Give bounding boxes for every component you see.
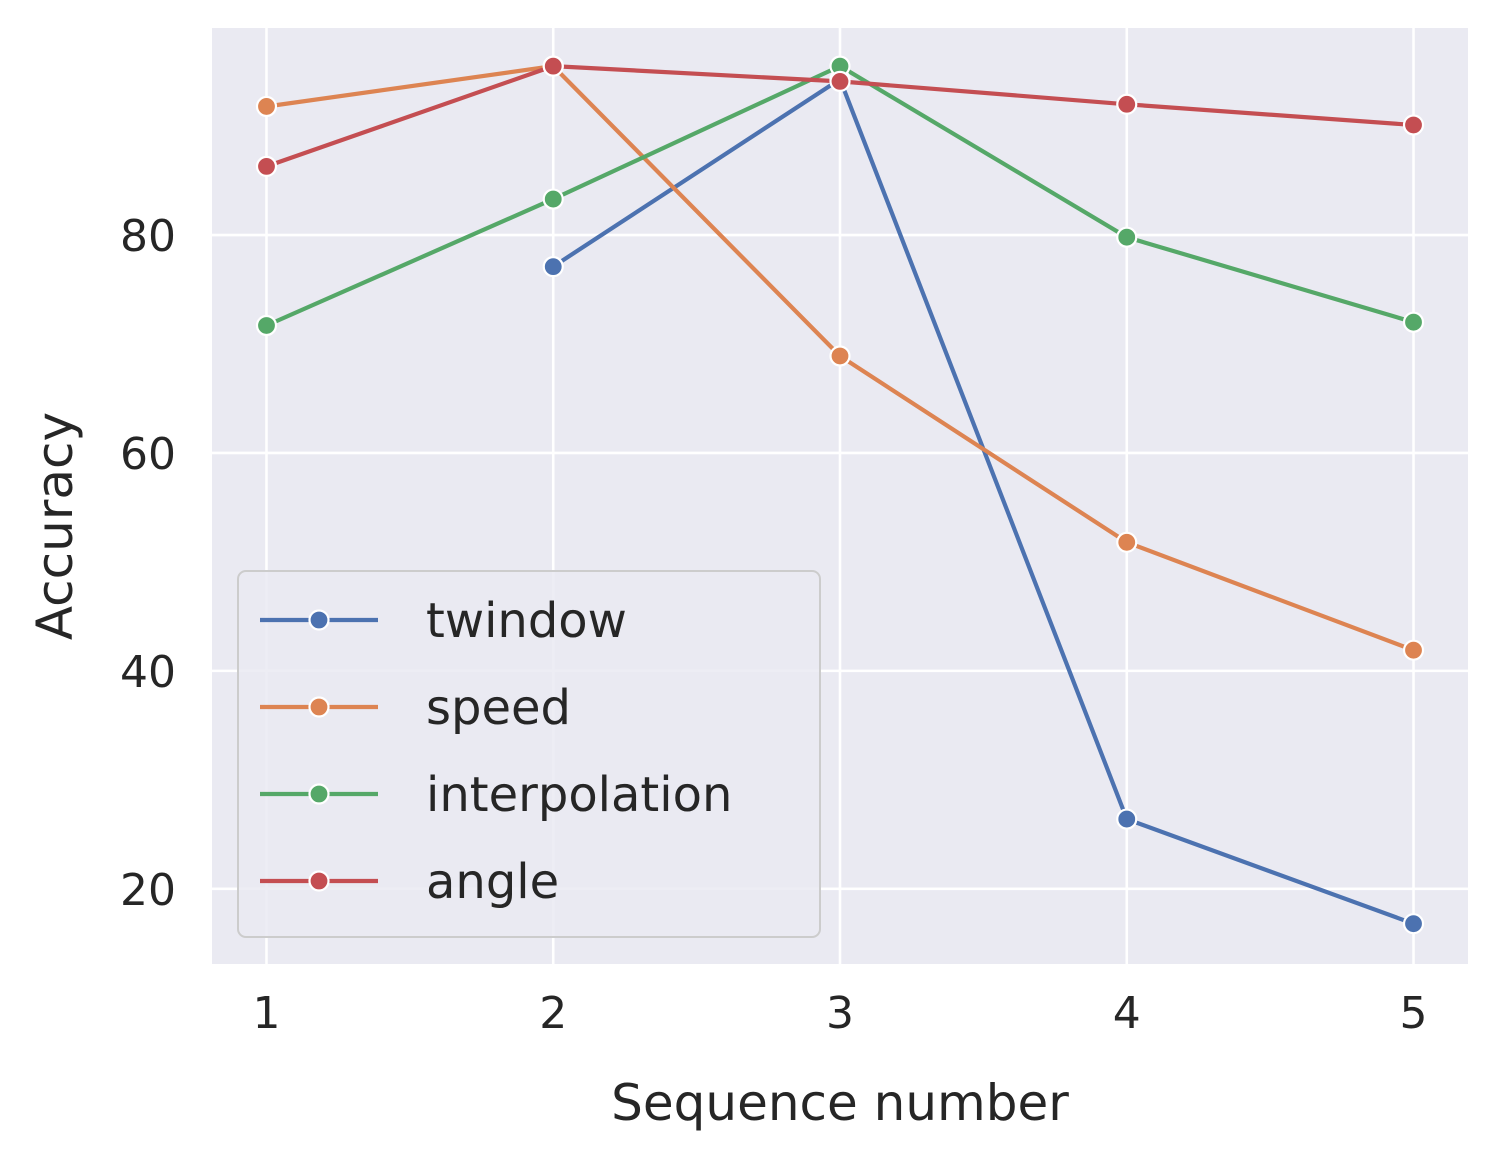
data-point-angle — [1402, 114, 1425, 136]
y-tick-labels: 20 40 60 80 — [120, 211, 176, 916]
data-point-twindow — [542, 256, 564, 278]
data-point-speed — [1402, 639, 1425, 661]
x-tick-label: 2 — [539, 988, 567, 1039]
data-point-angle — [1116, 93, 1138, 115]
y-tick-label: 40 — [120, 647, 176, 698]
x-tick-label: 3 — [826, 988, 854, 1039]
y-axis-label: Accuracy — [26, 412, 84, 640]
legend-label-angle: angle — [426, 854, 559, 910]
data-point-speed — [1116, 531, 1138, 553]
x-tick-label: 4 — [1113, 988, 1141, 1039]
x-axis-label: Sequence number — [611, 1074, 1069, 1132]
data-point-interpolation — [255, 314, 278, 337]
legend-label-twindow: twindow — [426, 593, 627, 649]
data-point-speed — [829, 345, 851, 367]
legend-marker-twindow — [308, 609, 330, 631]
data-point-angle — [829, 70, 851, 92]
data-point-interpolation — [1402, 311, 1425, 333]
legend: twindow speed interpolation angle — [237, 570, 821, 938]
x-tick-labels: 1 2 3 4 5 — [252, 988, 1427, 1039]
series-markers — [255, 55, 1425, 935]
x-tick-label: 5 — [1400, 988, 1428, 1039]
y-tick-label: 60 — [120, 429, 176, 480]
data-point-interpolation — [542, 188, 564, 210]
legend-marker-interpolation — [308, 783, 330, 805]
legend-label-speed: speed — [426, 680, 571, 736]
x-tick-label: 1 — [252, 988, 280, 1039]
data-point-interpolation — [1116, 226, 1138, 248]
data-point-angle — [255, 155, 278, 177]
legend-marker-speed — [308, 696, 330, 718]
data-point-twindow — [1116, 808, 1138, 830]
data-point-speed — [255, 95, 278, 118]
legend-box — [237, 570, 821, 938]
grid — [212, 28, 1468, 964]
legend-label-interpolation: interpolation — [426, 767, 732, 823]
legend-marker-angle — [308, 870, 330, 892]
data-point-twindow — [1402, 913, 1425, 935]
y-tick-label: 20 — [120, 865, 176, 916]
y-tick-label: 80 — [120, 211, 176, 262]
data-point-angle — [542, 55, 564, 77]
